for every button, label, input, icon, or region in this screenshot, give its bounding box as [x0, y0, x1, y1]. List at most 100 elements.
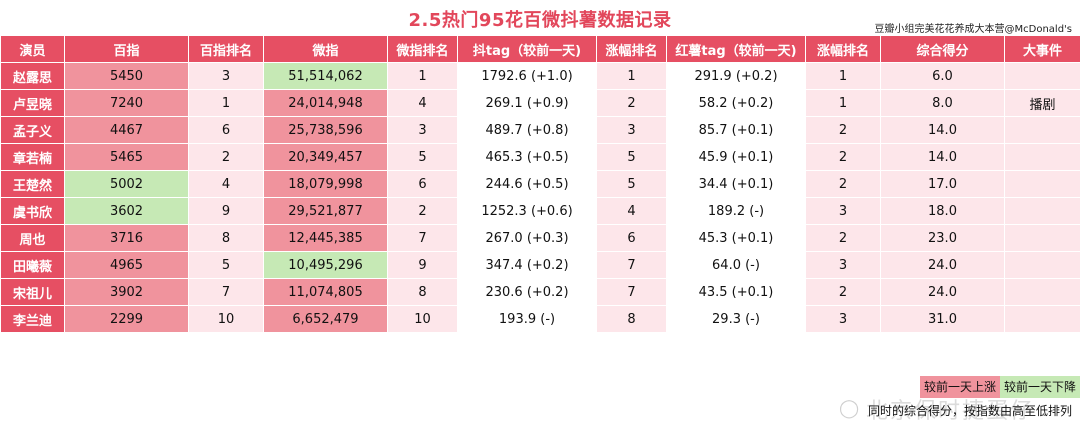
xhs-tag: 85.7 (+0.1) [666, 116, 806, 144]
table-row: 王楚然 5002 4 18,079,998 6 244.6 (+0.5) 5 3… [0, 170, 1080, 198]
actor-name: 李兰迪 [0, 305, 65, 333]
weibo-index: 51,514,062 [263, 62, 388, 90]
total-score: 6.0 [880, 62, 1005, 90]
douyin-tag: 1252.3 (+0.6) [457, 197, 597, 225]
actor-name: 田曦薇 [0, 251, 65, 279]
total-score: 14.0 [880, 143, 1005, 171]
xhs-tag: 64.0 (-) [666, 251, 806, 279]
total-score: 17.0 [880, 170, 1005, 198]
weibo-watermark-icon: ◯ [839, 398, 860, 419]
douyin-rise-rank: 4 [596, 197, 667, 225]
event [1004, 278, 1080, 306]
header-douyin-rise-rank: 涨幅排名 [596, 35, 667, 63]
table-row: 田曦薇 4965 5 10,495,296 9 347.4 (+0.2) 7 6… [0, 251, 1080, 279]
baidu-index: 3716 [64, 224, 189, 252]
actor-name: 王楚然 [0, 170, 65, 198]
xhs-tag: 34.4 (+0.1) [666, 170, 806, 198]
sort-note: 同时的综合得分，按指数由高至低排列 [867, 404, 1072, 418]
baidu-rank: 6 [188, 116, 264, 144]
credit-text: 豆瓣小组完美花花养成大本营@McDonald's [874, 24, 1073, 35]
weibo-index: 18,079,998 [263, 170, 388, 198]
event [1004, 197, 1080, 225]
baidu-index: 2299 [64, 305, 189, 333]
table-row: 周也 3716 8 12,445,385 7 267.0 (+0.3) 6 45… [0, 224, 1080, 252]
douyin-rise-rank: 5 [596, 143, 667, 171]
weibo-rank: 8 [387, 278, 458, 306]
actor-name: 赵露思 [0, 62, 65, 90]
weibo-rank: 5 [387, 143, 458, 171]
xhs-tag: 43.5 (+0.1) [666, 278, 806, 306]
table-row: 宋祖儿 3902 7 11,074,805 8 230.6 (+0.2) 7 4… [0, 278, 1080, 306]
weibo-rank: 7 [387, 224, 458, 252]
douyin-tag: 244.6 (+0.5) [457, 170, 597, 198]
baidu-rank: 1 [188, 89, 264, 117]
actor-name: 章若楠 [0, 143, 65, 171]
xhs-rise-rank: 2 [805, 116, 881, 144]
baidu-rank: 3 [188, 62, 264, 90]
header-weibo-index: 微指 [263, 35, 388, 63]
event [1004, 143, 1080, 171]
header-actor: 演员 [0, 35, 65, 63]
baidu-index: 4467 [64, 116, 189, 144]
weibo-rank: 4 [387, 89, 458, 117]
table-row: 卢昱晓 7240 1 24,014,948 4 269.1 (+0.9) 2 5… [0, 89, 1080, 117]
xhs-tag: 45.9 (+0.1) [666, 143, 806, 171]
weibo-rank: 3 [387, 116, 458, 144]
header-xhs-tag: 红薯tag（较前一天) [666, 35, 806, 63]
actor-name: 虞书欣 [0, 197, 65, 225]
xhs-rise-rank: 1 [805, 62, 881, 90]
watermark-text: 北京保时捷蛋仔 [866, 399, 1035, 424]
table-row: 李兰迪 2299 10 6,652,479 10 193.9 (-) 8 29.… [0, 305, 1080, 333]
baidu-index: 5002 [64, 170, 189, 198]
xhs-rise-rank: 3 [805, 251, 881, 279]
xhs-rise-rank: 3 [805, 197, 881, 225]
data-table: 演员 百指 百指排名 微指 微指排名 抖tag（较前一天) 涨幅排名 红薯tag… [0, 35, 1080, 333]
xhs-rise-rank: 2 [805, 278, 881, 306]
baidu-rank: 7 [188, 278, 264, 306]
event: 播剧 [1004, 89, 1080, 117]
baidu-rank: 5 [188, 251, 264, 279]
baidu-index: 5465 [64, 143, 189, 171]
header-weibo-rank: 微指排名 [387, 35, 458, 63]
table-row: 章若楠 5465 2 20,349,457 5 465.3 (+0.5) 5 4… [0, 143, 1080, 171]
weibo-index: 10,495,296 [263, 251, 388, 279]
douyin-rise-rank: 7 [596, 251, 667, 279]
table-row: 孟子义 4467 6 25,738,596 3 489.7 (+0.8) 3 8… [0, 116, 1080, 144]
baidu-index: 3602 [64, 197, 189, 225]
xhs-tag: 29.3 (-) [666, 305, 806, 333]
douyin-tag: 1792.6 (+1.0) [457, 62, 597, 90]
baidu-rank: 9 [188, 197, 264, 225]
douyin-rise-rank: 1 [596, 62, 667, 90]
douyin-rise-rank: 6 [596, 224, 667, 252]
weibo-rank: 1 [387, 62, 458, 90]
legend-down: 较前一天下降 [999, 376, 1080, 398]
douyin-rise-rank: 7 [596, 278, 667, 306]
weibo-rank: 9 [387, 251, 458, 279]
header-baidu-rank: 百指排名 [188, 35, 264, 63]
weibo-index: 20,349,457 [263, 143, 388, 171]
douyin-tag: 230.6 (+0.2) [457, 278, 597, 306]
actor-name: 宋祖儿 [0, 278, 65, 306]
douyin-rise-rank: 8 [596, 305, 667, 333]
weibo-rank: 10 [387, 305, 458, 333]
total-score: 14.0 [880, 116, 1005, 144]
baidu-rank: 8 [188, 224, 264, 252]
douyin-tag: 489.7 (+0.8) [457, 116, 597, 144]
table-row: 赵露思 5450 3 51,514,062 1 1792.6 (+1.0) 1 … [0, 62, 1080, 90]
baidu-rank: 4 [188, 170, 264, 198]
total-score: 23.0 [880, 224, 1005, 252]
header-xhs-rise-rank: 涨幅排名 [805, 35, 881, 63]
header-event: 大事件 [1004, 35, 1080, 63]
total-score: 31.0 [880, 305, 1005, 333]
total-score: 24.0 [880, 278, 1005, 306]
header-total-score: 综合得分 [880, 35, 1005, 63]
total-score: 8.0 [880, 89, 1005, 117]
xhs-rise-rank: 2 [805, 143, 881, 171]
event [1004, 251, 1080, 279]
actor-name: 周也 [0, 224, 65, 252]
weibo-rank: 6 [387, 170, 458, 198]
xhs-tag: 291.9 (+0.2) [666, 62, 806, 90]
xhs-rise-rank: 3 [805, 305, 881, 333]
xhs-tag: 45.3 (+0.1) [666, 224, 806, 252]
baidu-rank: 10 [188, 305, 264, 333]
